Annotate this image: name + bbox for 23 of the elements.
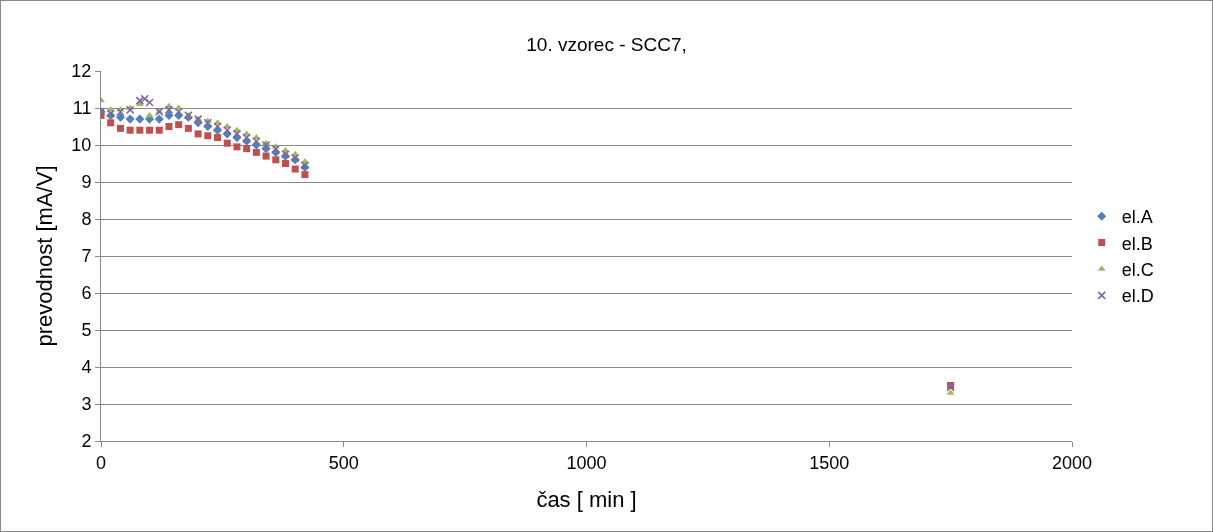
x-tick-label: 500 xyxy=(328,452,359,473)
legend-label: el.A xyxy=(1121,207,1153,228)
y-tick-label: 6 xyxy=(81,283,92,304)
y-tick-label: 3 xyxy=(81,394,92,415)
legend-label: el.D xyxy=(1121,286,1154,307)
y-tick-label: 2 xyxy=(81,431,92,452)
y-tick-label: 9 xyxy=(81,172,92,193)
y-tick-label: 8 xyxy=(81,209,92,230)
legend-label: el.B xyxy=(1121,233,1153,254)
y-tick-label: 5 xyxy=(81,320,92,341)
x-tick-label: 1000 xyxy=(566,452,607,473)
x-tick-label: 0 xyxy=(95,452,107,473)
chart-title: 10. vzorec - SCC7, xyxy=(526,34,687,56)
x-tick-label: 1500 xyxy=(809,452,850,473)
y-tick-label: 10 xyxy=(71,135,92,156)
y-tick-label: 12 xyxy=(71,61,92,82)
y-axis-title: prevodnost [mA/V] xyxy=(32,165,58,347)
y-tick-label: 7 xyxy=(81,246,92,267)
legend-label: el.C xyxy=(1121,260,1154,281)
y-tick-label: 11 xyxy=(72,98,92,119)
x-tick-label: 2000 xyxy=(1051,452,1093,473)
y-tick-label: 4 xyxy=(81,357,92,378)
x-axis-title: čas [ min ] xyxy=(536,487,637,513)
